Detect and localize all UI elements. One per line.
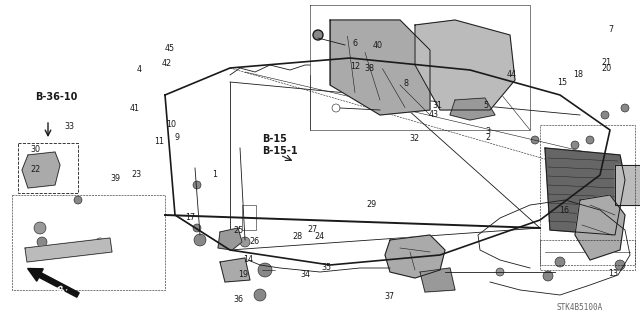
- Text: 34: 34: [300, 271, 310, 279]
- Text: 35: 35: [321, 263, 332, 272]
- Polygon shape: [25, 238, 112, 262]
- Text: 13: 13: [608, 269, 618, 278]
- Text: 37: 37: [384, 292, 394, 301]
- Text: 9: 9: [175, 133, 180, 142]
- Circle shape: [34, 222, 46, 234]
- Text: 6: 6: [353, 39, 358, 48]
- Polygon shape: [415, 20, 515, 110]
- Polygon shape: [615, 165, 640, 205]
- Circle shape: [254, 289, 266, 301]
- Text: 36: 36: [234, 295, 244, 304]
- FancyArrow shape: [28, 269, 79, 297]
- Bar: [18, 143, 78, 193]
- Circle shape: [95, 238, 105, 248]
- Circle shape: [556, 151, 564, 159]
- Text: 5: 5: [484, 101, 489, 110]
- Text: 19: 19: [238, 271, 248, 279]
- Text: 40: 40: [372, 41, 383, 50]
- Text: 45: 45: [164, 44, 175, 53]
- Text: 10: 10: [166, 120, 177, 129]
- Text: 17: 17: [185, 213, 195, 222]
- Text: 28: 28: [292, 232, 303, 241]
- Text: 12: 12: [350, 63, 360, 71]
- Text: 39: 39: [110, 174, 120, 182]
- Text: 25: 25: [234, 226, 244, 235]
- Text: 22: 22: [30, 165, 40, 174]
- Circle shape: [555, 257, 565, 267]
- Text: 38: 38: [365, 64, 375, 73]
- Text: 26: 26: [249, 237, 259, 246]
- Text: 31: 31: [432, 101, 442, 110]
- Text: 32: 32: [409, 134, 419, 143]
- Text: 29: 29: [366, 200, 376, 209]
- Circle shape: [571, 141, 579, 149]
- Bar: [242, 205, 256, 230]
- Circle shape: [193, 224, 201, 232]
- Text: 1: 1: [212, 170, 217, 179]
- Text: 7: 7: [609, 25, 614, 34]
- Text: 3: 3: [486, 127, 491, 136]
- Circle shape: [240, 237, 250, 247]
- Polygon shape: [545, 148, 625, 235]
- Circle shape: [194, 234, 206, 246]
- Circle shape: [313, 30, 323, 40]
- Text: 30: 30: [30, 145, 40, 154]
- Text: 21: 21: [602, 58, 612, 67]
- Text: 14: 14: [243, 256, 253, 264]
- Circle shape: [74, 196, 82, 204]
- Circle shape: [193, 181, 201, 189]
- Text: B-15: B-15: [262, 134, 287, 144]
- Text: 20: 20: [602, 64, 612, 73]
- Text: 41: 41: [129, 104, 140, 113]
- Circle shape: [615, 260, 625, 270]
- Text: B-36-10: B-36-10: [35, 92, 77, 102]
- Polygon shape: [450, 98, 495, 120]
- Polygon shape: [420, 268, 455, 292]
- Text: 18: 18: [573, 70, 583, 78]
- Polygon shape: [575, 195, 625, 260]
- Circle shape: [586, 136, 594, 144]
- Text: 11: 11: [154, 137, 164, 146]
- Text: 2: 2: [486, 133, 491, 142]
- Text: STK4B5100A: STK4B5100A: [557, 303, 603, 313]
- Text: 33: 33: [64, 122, 74, 131]
- Polygon shape: [220, 258, 250, 282]
- Circle shape: [531, 136, 539, 144]
- Text: 24: 24: [314, 232, 324, 241]
- Text: 43: 43: [429, 110, 439, 119]
- Polygon shape: [385, 235, 445, 278]
- Circle shape: [496, 268, 504, 276]
- Polygon shape: [22, 152, 60, 188]
- Text: 27: 27: [307, 225, 317, 234]
- Text: B-15-1: B-15-1: [262, 146, 298, 156]
- Text: 8: 8: [404, 79, 409, 88]
- Circle shape: [258, 263, 272, 277]
- Circle shape: [621, 104, 629, 112]
- Circle shape: [37, 237, 47, 247]
- Text: 42: 42: [161, 59, 172, 68]
- Text: FR.: FR.: [53, 282, 71, 298]
- Polygon shape: [330, 20, 430, 115]
- Polygon shape: [218, 228, 242, 250]
- Text: 4: 4: [137, 65, 142, 74]
- Circle shape: [543, 271, 553, 281]
- Text: 16: 16: [559, 206, 570, 215]
- Text: 15: 15: [557, 78, 567, 87]
- Text: 23: 23: [131, 170, 141, 179]
- Text: 44: 44: [507, 70, 517, 78]
- Circle shape: [601, 111, 609, 119]
